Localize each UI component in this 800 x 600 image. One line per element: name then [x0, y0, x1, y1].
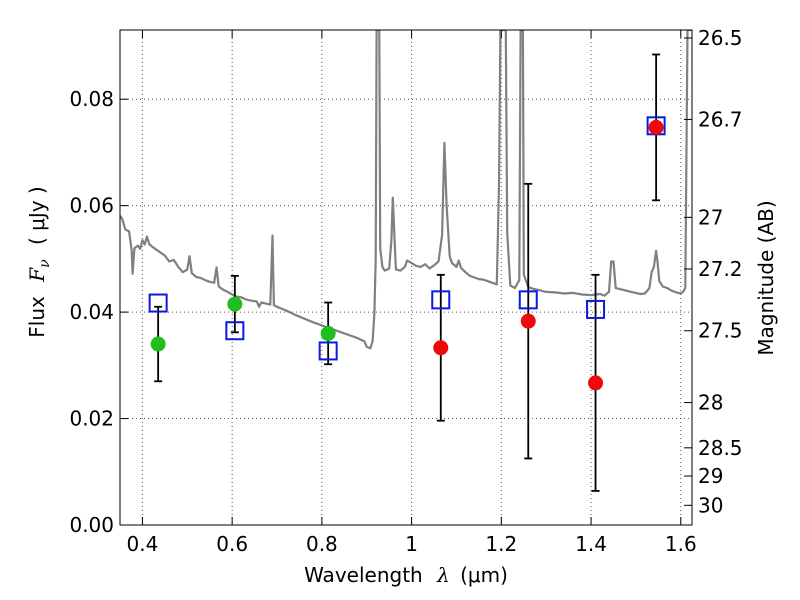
x-tick-label: 0.6 — [216, 532, 248, 556]
y2-tick-label: 27.5 — [698, 319, 743, 343]
x-axis-title: Wavelength λ (μm) — [304, 563, 508, 587]
model-photometry-box — [586, 299, 606, 319]
grid-lines — [120, 30, 692, 526]
plot-area — [120, 30, 692, 492]
nir-flux-point — [588, 375, 604, 391]
nir-flux-point — [433, 340, 449, 356]
y-axis-subscript: ν — [37, 259, 53, 268]
x-tick-label: 0.4 — [127, 532, 159, 556]
model-photometry-box — [518, 290, 538, 310]
y-tick-label: 0.04 — [69, 300, 114, 324]
nir-flux-point — [648, 119, 664, 135]
optical-flux-point — [320, 325, 336, 341]
y-axis-title: Flux Fν ( μJy ) — [25, 186, 54, 337]
y2-tick-label: 30 — [698, 493, 723, 517]
x-tick-label: 1.2 — [485, 532, 517, 556]
model-photometry-box — [318, 341, 338, 361]
optical-flux-point — [227, 296, 243, 312]
x-axis-unit: (μm) — [460, 563, 508, 587]
optical-flux-point — [150, 336, 166, 352]
y-tick-label: 0.06 — [69, 194, 114, 218]
y-axis-unit: ( μJy ) — [25, 186, 49, 245]
y2-tick-label: 26.5 — [698, 26, 743, 50]
plot-frame — [119, 29, 693, 526]
y2-tick-label: 28 — [698, 391, 723, 415]
y-tick-label: 0.08 — [69, 87, 114, 111]
x-axis-lambda: λ — [436, 563, 450, 587]
model-photometry-box — [225, 321, 245, 341]
nir-flux-point — [520, 313, 536, 329]
model-photometry-box — [431, 290, 451, 310]
x-tick-label: 1.4 — [575, 532, 607, 556]
y2-tick-label: 29 — [698, 464, 723, 488]
model-spectrum-line — [120, 30, 692, 350]
y-tick-label: 0.02 — [69, 407, 114, 431]
y2-tick-label: 26.7 — [698, 107, 743, 131]
x-tick-label: 1.6 — [665, 532, 697, 556]
model-photometry-box — [148, 293, 168, 313]
axis-ticks: 0.4 0.6 0.8 1 1.2 1.4 1.6 0.00 0.02 0.04 0.06 0.08 2… — [69, 26, 742, 556]
x-tick-label: 1 — [405, 532, 418, 556]
x-axis-title-text: Wavelength — [304, 563, 423, 587]
y2-axis-title: Magnitude (AB) — [754, 200, 778, 355]
x-tick-label: 0.8 — [306, 532, 338, 556]
y2-tick-label: 27.2 — [698, 257, 743, 281]
y2-tick-label: 28.5 — [698, 436, 743, 460]
y-tick-label: 0.00 — [69, 513, 114, 537]
y-axis-symbol: F — [25, 267, 49, 283]
y-axis-title-text: Flux — [25, 296, 49, 338]
y2-tick-label: 27 — [698, 205, 723, 229]
